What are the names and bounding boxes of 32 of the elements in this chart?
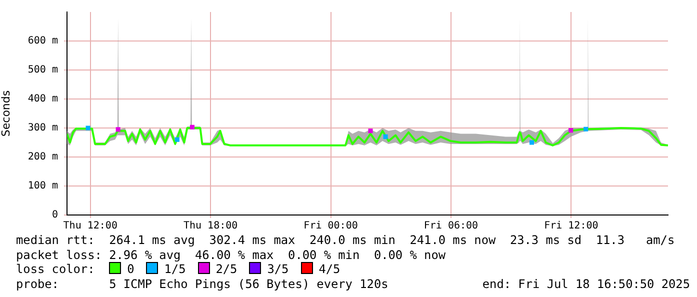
point	[530, 140, 534, 145]
y-tick-label: 600 m	[28, 36, 58, 47]
y-tick-label: 100 m	[28, 180, 58, 192]
legend-label: 2/5	[216, 262, 238, 276]
point	[86, 126, 90, 130]
y-tick-label: 400 m	[28, 94, 58, 105]
point	[584, 126, 588, 132]
text: packet loss: 2.96 % avg 46.00 % max 0.00 % min 0.00 % now	[16, 248, 447, 262]
legend-title: loss color:	[16, 262, 96, 276]
legend-label: 0	[127, 262, 134, 276]
y-tick-label: 500 m	[28, 64, 58, 76]
text: probe: 5 ICMP Echo Pings (56 Bytes) every 120s	[16, 276, 388, 291]
point	[383, 134, 388, 139]
y-tick-label: 0	[52, 210, 58, 221]
point	[190, 124, 194, 130]
y-tick-label: 300 m	[28, 122, 58, 134]
text: median rtt: 264.1 ms avg 302.4 ms max 240.0 ms min 241.0 ms now 23.3 ms sd 11.3 am/s	[16, 233, 676, 248]
legend-label: 3/5	[267, 262, 289, 276]
text: end: Fri Jul 18 16:50:50 2025	[482, 276, 690, 292]
x-tick-label: Fri 00:00	[304, 220, 358, 232]
y-axis-title: Seconds	[0, 90, 12, 137]
point	[368, 128, 373, 134]
legend-label: 4/5	[318, 262, 340, 276]
x-tick-label: Fri 06:00	[424, 220, 478, 232]
y-tick-label: 200 m	[28, 152, 58, 163]
point	[568, 128, 574, 133]
x-tick-label: Fri 12:00	[544, 220, 598, 232]
x-tick-label: Thu 18:00	[183, 220, 238, 232]
legend-label: 1/5	[164, 262, 186, 276]
x-tick-label: Thu 12:00	[63, 220, 118, 232]
point	[174, 137, 180, 142]
point	[116, 127, 120, 132]
